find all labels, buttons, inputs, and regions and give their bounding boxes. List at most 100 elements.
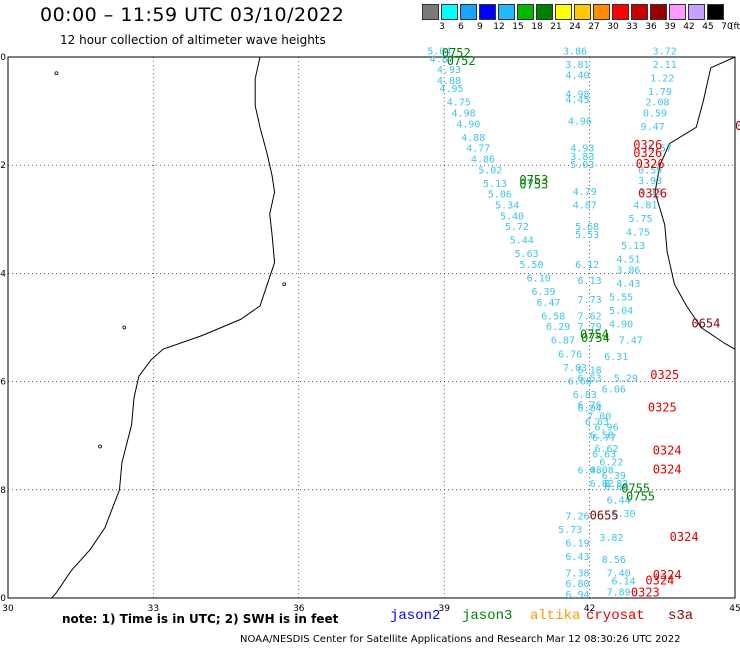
pass-time-label: 0324: [653, 568, 682, 582]
wave-height-value: 2.08: [645, 98, 669, 109]
color-scale-tick: 18: [531, 22, 543, 32]
lat-label: -30: [0, 594, 6, 604]
pass-time-label: 0754: [581, 331, 610, 345]
wave-height-value: 6.76: [558, 349, 582, 360]
wave-height-value: 4.93: [570, 144, 594, 155]
wave-height-value: 6.76: [578, 401, 602, 412]
wave-height-value: 7.03: [563, 363, 587, 374]
wave-height-value: 6.58: [541, 311, 565, 322]
wave-height-value: 4.95: [439, 84, 463, 95]
wave-height-value: 4.75: [626, 228, 650, 239]
color-scale-tick: 24: [569, 22, 581, 32]
lat-label: -22: [0, 161, 6, 171]
map-title: 00:00 – 11:59 UTC 03/10/2022: [40, 4, 345, 26]
wave-height-value: 7.40: [607, 568, 631, 579]
wave-height-value: 5.55: [609, 292, 633, 303]
color-scale-tick: 21: [550, 22, 562, 32]
pass-time-label: 0653: [735, 119, 740, 133]
satellite-legend-item: cryosat: [586, 608, 645, 624]
wave-height-value: 6.80: [565, 579, 589, 590]
pass-time-label: 0326: [638, 187, 667, 201]
color-scale-tick: 70: [721, 22, 733, 32]
pass-time-label: 0324: [653, 444, 682, 458]
wave-height-value: 4.75: [447, 98, 471, 109]
island-outline: [98, 444, 102, 449]
wave-height-value: 6.58: [590, 430, 614, 441]
color-swatch: [555, 4, 572, 20]
lon-label: 36: [293, 604, 305, 614]
wave-height-value: 5.75: [628, 214, 652, 225]
wave-height-value: 4.79: [573, 187, 597, 198]
satellite-legend-item: jason2: [390, 608, 441, 624]
pass-time-label: 0654: [691, 317, 720, 331]
wave-height-value: 7.00: [587, 411, 611, 422]
wave-height-value: 6.44: [607, 495, 631, 506]
color-scale-tick: 36: [645, 22, 657, 32]
wave-height-value: 3.86: [616, 265, 640, 276]
wave-height-value: 6.39: [602, 471, 626, 482]
lon-label: 45: [729, 604, 740, 614]
pass-time-label: 0326: [633, 146, 662, 160]
color-scale-tick: 15: [512, 22, 524, 32]
wave-height-value: 6.19: [565, 539, 589, 550]
color-scale-tick: 6: [458, 22, 464, 32]
pass-time-label: 0323: [631, 585, 660, 599]
wave-height-value: 6.10: [527, 274, 551, 285]
wave-height-value: 4.88: [437, 76, 461, 87]
wave-height-value: 6.94: [565, 590, 589, 601]
wave-height-value: 6.31: [604, 352, 628, 363]
map-frame: [7, 56, 736, 599]
color-swatch: [517, 4, 534, 20]
island-outline: [54, 71, 59, 76]
wave-height-value: 6.62: [595, 444, 619, 455]
pass-time-label: 0753: [519, 177, 548, 191]
color-swatch: [707, 4, 724, 20]
lon-label: 39: [438, 604, 450, 614]
mozambique-coastline: [51, 56, 276, 599]
pass-time-label: 0325: [648, 400, 677, 414]
pass-time-label: 0655: [590, 509, 619, 523]
wave-height-value: 5.13: [483, 179, 507, 190]
wave-height-value: 3.86: [563, 46, 587, 57]
wave-height-value: 4.87: [430, 54, 454, 65]
wave-height-value: 6.96: [595, 422, 619, 433]
wave-height-value: 6.53: [578, 374, 602, 385]
wave-height-value: 4.87: [573, 200, 597, 211]
wave-height-value: 5.03: [570, 160, 594, 171]
pass-time-label: 0755: [626, 490, 655, 504]
wave-height-value: 8.56: [602, 555, 626, 566]
color-swatch: [612, 4, 629, 20]
wave-height-value: 5.63: [515, 249, 539, 260]
pass-time-label: 0754: [580, 327, 609, 341]
wave-height-value: 6.63: [592, 449, 616, 460]
wave-height-value: 6.60: [604, 482, 628, 493]
color-scale-tick: 39: [664, 22, 676, 32]
wave-height-value: 0.59: [638, 165, 662, 176]
color-swatch: [688, 4, 705, 20]
wave-height-value: 5.68: [575, 222, 599, 233]
wave-height-value: 5.34: [495, 200, 519, 211]
pass-time-label: 0324: [653, 463, 682, 477]
wave-height-value: 0.82: [604, 479, 628, 490]
color-swatch: [460, 4, 477, 20]
wave-height-value: 4.93: [437, 65, 461, 76]
map-subtitle: 12 hour collection of altimeter wave hei…: [60, 33, 326, 47]
wave-height-value: 5.57: [648, 144, 672, 155]
wave-height-value: 6.04: [578, 403, 602, 414]
wave-height-value: 5.04: [427, 46, 451, 57]
color-scale-unit: (ft): [730, 22, 740, 32]
color-scale-tick: 3: [439, 22, 445, 32]
wave-height-value: 9.47: [641, 122, 665, 133]
wave-height-value: 7.89: [607, 587, 631, 598]
wave-height-value: 4.88: [461, 133, 485, 144]
pass-time-label: 0324: [645, 573, 674, 587]
wave-height-value: 6.43: [565, 552, 589, 563]
madagascar-coastline: [654, 56, 736, 350]
wave-height-value: 6.63: [585, 417, 609, 428]
lon-label: 42: [584, 604, 595, 614]
color-scale-tick: 45: [702, 22, 714, 32]
color-swatch: [441, 4, 458, 20]
pass-time-label: 0755: [621, 482, 650, 496]
wave-height-value: 4.98: [452, 109, 476, 120]
